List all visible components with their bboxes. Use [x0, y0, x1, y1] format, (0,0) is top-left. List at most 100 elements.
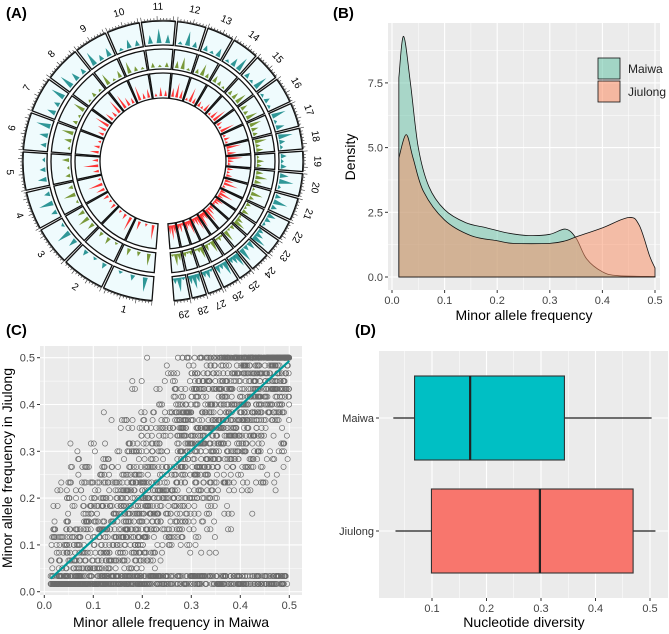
signal-peak — [75, 199, 80, 204]
scatter-point — [240, 417, 247, 424]
axis-tick — [27, 204, 30, 206]
axis-tick — [120, 22, 123, 27]
scatter-point — [143, 440, 150, 447]
scatter-point — [224, 456, 231, 463]
scatter-point — [280, 463, 287, 470]
signal-peak — [251, 127, 259, 132]
scatter-point — [156, 432, 163, 439]
scatter-point — [73, 495, 79, 502]
scatter-point — [224, 370, 231, 377]
x-tick-label: 0.1 — [424, 603, 439, 615]
scatter-point — [247, 417, 254, 424]
x-tick-label: 0.3 — [533, 603, 548, 615]
signal-peak — [256, 163, 262, 168]
axis-tick — [71, 270, 75, 274]
scatter-point — [282, 573, 288, 580]
scatter-point — [67, 440, 74, 447]
scatter-point — [147, 510, 153, 517]
signal-peak — [214, 237, 218, 241]
signal-peak — [200, 212, 205, 219]
y-axis-title: Minor allele frequency in Jiulong — [0, 368, 15, 568]
scatter-point — [171, 378, 178, 385]
scatter-point — [211, 362, 218, 369]
scatter-point — [251, 573, 258, 580]
scatter-point — [104, 534, 111, 541]
scatter-point — [163, 463, 170, 470]
scatter-point — [128, 549, 135, 556]
scatter-point — [244, 362, 251, 369]
signal-peak — [187, 275, 193, 285]
axis-tick — [83, 278, 85, 280]
scatter-point — [173, 502, 180, 509]
chromosome-axis — [252, 255, 268, 270]
scatter-point — [212, 495, 219, 502]
scatter-point — [201, 385, 208, 392]
scatter-point — [160, 432, 167, 439]
scatter-point — [202, 401, 209, 408]
signal-peak — [243, 111, 249, 116]
scatter-point — [175, 432, 182, 439]
scatter-point — [82, 463, 89, 470]
scatter-point — [237, 471, 244, 478]
scatter-point — [247, 487, 254, 494]
axis-tick — [266, 64, 269, 67]
signal-peak — [252, 187, 256, 191]
scatter-point — [123, 417, 130, 424]
legend-swatch-jiulong — [597, 80, 621, 103]
scatter-point — [141, 417, 148, 424]
scatter-point — [105, 557, 112, 564]
scatter-point — [239, 432, 245, 439]
axis-tick — [24, 123, 27, 125]
chromosome-label: 27 — [213, 297, 228, 312]
scatter-point — [245, 370, 252, 377]
signal-peak — [97, 125, 107, 132]
scatter-point — [171, 495, 178, 502]
axis-tick — [46, 78, 49, 80]
signal-peak — [254, 139, 267, 144]
signal-peak — [71, 73, 80, 82]
scatter-point — [274, 378, 281, 385]
scatter-point — [264, 471, 271, 478]
scatter-point — [177, 541, 184, 548]
scatter-point — [208, 448, 215, 455]
axis-tick — [67, 54, 70, 57]
axis-tick — [257, 53, 261, 58]
scatter-point — [156, 385, 163, 392]
axis-tick — [80, 276, 83, 279]
scatter-point — [117, 549, 124, 556]
scatter-point — [266, 370, 273, 377]
scatter-point — [172, 580, 179, 587]
scatter-point — [81, 580, 88, 587]
chromosome-axis — [40, 230, 64, 262]
scatter-point — [196, 463, 203, 470]
axis-tick — [264, 62, 267, 64]
chromosome-label: 25 — [245, 278, 261, 294]
y-tick-label: 5.0 — [368, 143, 383, 155]
axis-tick — [232, 283, 235, 286]
scatter-point — [55, 534, 62, 541]
signal-peak — [176, 277, 182, 293]
axis-tick — [289, 221, 294, 225]
scatter-point — [227, 417, 234, 424]
scatter-point — [132, 502, 139, 509]
scatter-point — [218, 580, 225, 587]
y-tick-label: 0.2 — [20, 493, 35, 505]
signal-peak — [208, 204, 215, 211]
scatter-point — [179, 534, 186, 541]
axis-tick — [297, 116, 302, 119]
scatter-point — [138, 565, 145, 572]
scatter-point — [240, 440, 247, 447]
scatter-point — [263, 580, 269, 587]
chromosome-label: 24 — [261, 264, 277, 280]
scatter-point — [211, 580, 218, 587]
chromosome-label: 20 — [308, 181, 321, 194]
axis-tick — [77, 46, 80, 48]
signal-peak — [194, 68, 199, 74]
scatter-point — [75, 471, 82, 478]
signal-peak — [54, 102, 61, 108]
scatter-point — [171, 385, 178, 392]
scatter-point — [129, 424, 136, 431]
scatter-point — [249, 510, 256, 517]
scatter-point — [96, 526, 103, 533]
